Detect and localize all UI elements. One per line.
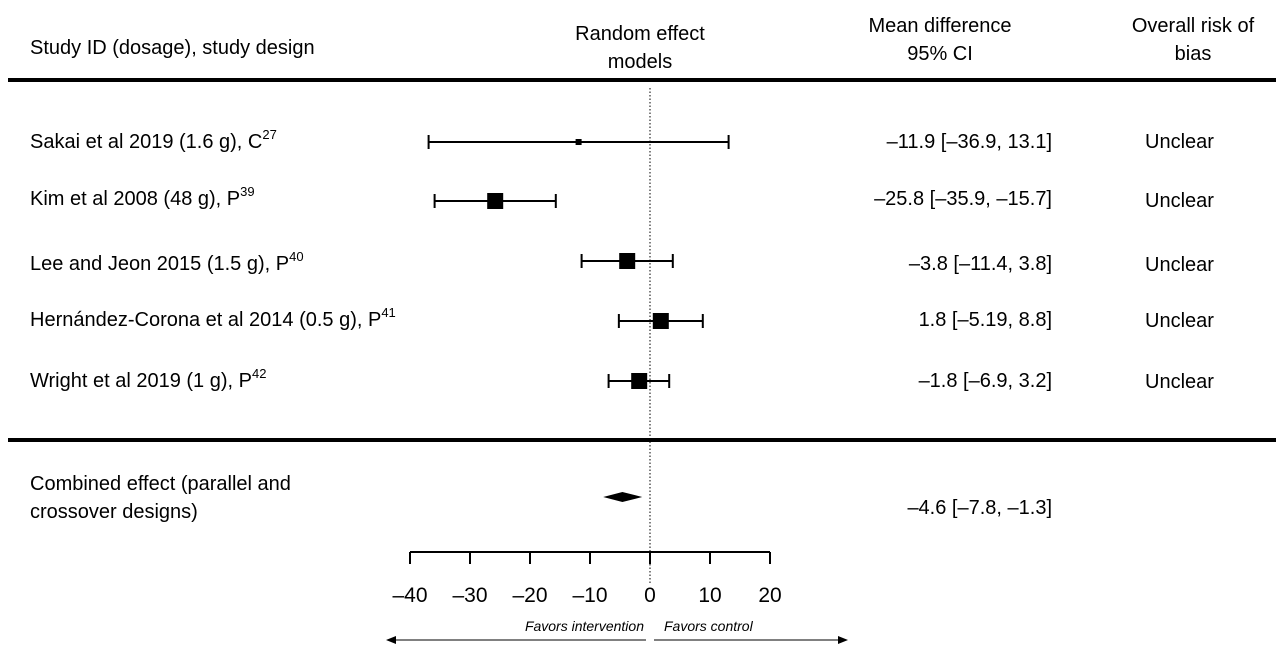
study-label-hernandez: Hernández-Corona et al 2014 (0.5 g), P41 [30,305,396,331]
combined-diamond [603,492,643,502]
study-label-lee: Lee and Jeon 2015 (1.5 g), P40 [30,249,304,275]
header-rule [8,78,1276,82]
ci-wright: –1.8 [–6.9, 3.2] [918,370,1052,392]
study-ref-hernandez: 41 [381,305,396,320]
ci-lee: –3.8 [–11.4, 3.8] [908,253,1052,275]
header-md-line2: 95% CI [907,43,973,65]
favors-control-arrowhead [838,636,848,644]
header-risk-of-bias: Overall risk of bias [1110,12,1276,68]
header-bias-line2: bias [1174,43,1212,65]
combined-label: Combined effect (parallel and crossover … [30,470,291,526]
x-tick-label: –40 [392,584,427,607]
point-estimate-marker [652,313,669,329]
header-model: Random effect models [560,20,720,76]
x-tick-label: 20 [758,584,781,607]
study-label-kim: Kim et al 2008 (48 g), P39 [30,184,255,210]
bias-lee: Unclear [1145,254,1214,276]
ci-combined: –4.6 [–7.8, –1.3] [907,497,1052,519]
header-md-line1: Mean difference [868,15,1012,37]
study-label-sakai: Sakai et al 2019 (1.6 g), C27 [30,127,277,153]
bias-hernandez: Unclear [1145,310,1214,332]
study-ref-sakai: 27 [262,127,277,142]
header-mean-difference: Mean difference 95% CI [850,12,1030,68]
combined-label-line2: crossover designs) [30,501,198,523]
study-ref-wright: 42 [251,366,267,381]
x-tick-label: –20 [512,584,547,607]
x-tick-label: 0 [644,584,656,607]
point-estimate-marker [619,253,636,269]
x-tick-label: –30 [452,584,487,607]
x-tick-label: 10 [698,584,721,607]
x-tick-label: –10 [572,584,607,607]
favors-intervention-label: Favors intervention [525,618,644,634]
header-model-line1: Random effect [575,23,705,45]
bias-sakai: Unclear [1145,131,1214,153]
bias-wright: Unclear [1145,371,1214,393]
combined-label-line1: Combined effect (parallel and [30,473,291,495]
favors-control-label: Favors control [664,618,754,634]
point-estimate-marker [631,373,648,389]
header-study: Study ID (dosage), study design [30,37,315,59]
header-bias-line1: Overall risk of [1131,15,1255,37]
ci-kim: –25.8 [–35.9, –15.7] [874,188,1052,210]
favors-intervention-arrowhead [386,636,396,644]
point-estimate-marker [575,139,582,145]
bias-kim: Unclear [1145,190,1214,212]
ci-sakai: –11.9 [–36.9, 13.1] [886,131,1052,153]
header-model-line2: models [607,51,673,73]
study-ref-lee: 40 [289,249,304,264]
point-estimate-marker [487,193,504,209]
study-ref-kim: 39 [240,184,255,199]
study-label-wright: Wright et al 2019 (1 g), P42 [30,366,267,392]
combined-rule [8,438,1276,442]
ci-hernandez: 1.8 [–5.19, 8.8] [918,309,1052,331]
